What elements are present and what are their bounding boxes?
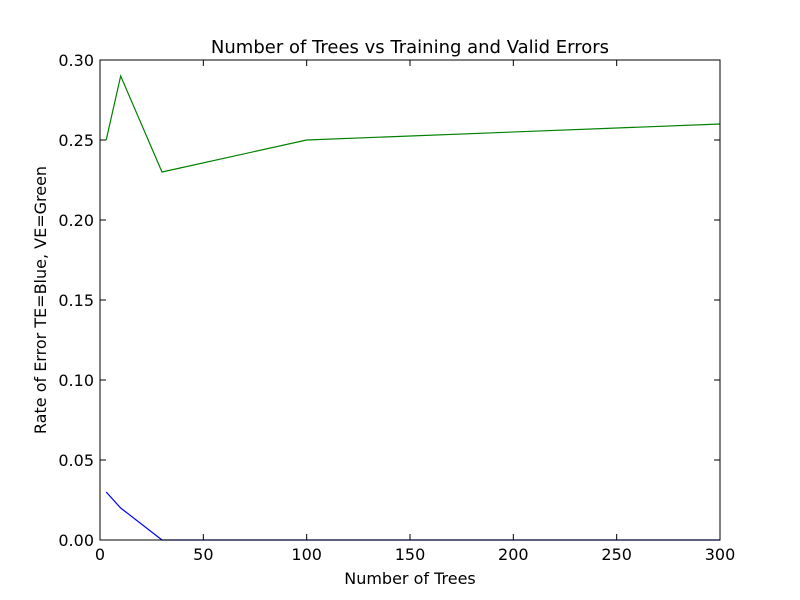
x-axis-ticks: 0 50 100 150 200 250 300 xyxy=(95,60,735,564)
y-tick-label: 0.25 xyxy=(58,131,94,150)
x-tick-label: 200 xyxy=(498,545,529,564)
series-layer xyxy=(105,74,721,541)
series-line-1 xyxy=(105,74,721,173)
x-tick-label: 150 xyxy=(395,545,426,564)
y-tick-label: 0.00 xyxy=(58,531,94,550)
x-axis-label: Number of Trees xyxy=(344,569,476,588)
series-line-0 xyxy=(105,491,720,541)
x-tick-label: 0 xyxy=(95,545,105,564)
y-tick-label: 0.30 xyxy=(58,51,94,70)
y-tick-label: 0.05 xyxy=(58,451,94,470)
x-tick-label: 100 xyxy=(291,545,322,564)
plot-frame xyxy=(99,59,721,541)
x-tick-label: 250 xyxy=(601,545,632,564)
y-tick-label: 0.15 xyxy=(58,291,94,310)
chart-title: Number of Trees vs Training and Valid Er… xyxy=(211,37,609,58)
y-axis-label: Rate of Error TE=Blue, VE=Green xyxy=(31,166,50,434)
y-tick-label: 0.20 xyxy=(58,211,94,230)
x-tick-label: 300 xyxy=(705,545,736,564)
y-tick-label: 0.10 xyxy=(58,371,94,390)
x-tick-label: 50 xyxy=(193,545,213,564)
y-axis-ticks: 0.00 0.05 0.10 0.15 0.20 0.25 0.30 xyxy=(58,51,720,550)
